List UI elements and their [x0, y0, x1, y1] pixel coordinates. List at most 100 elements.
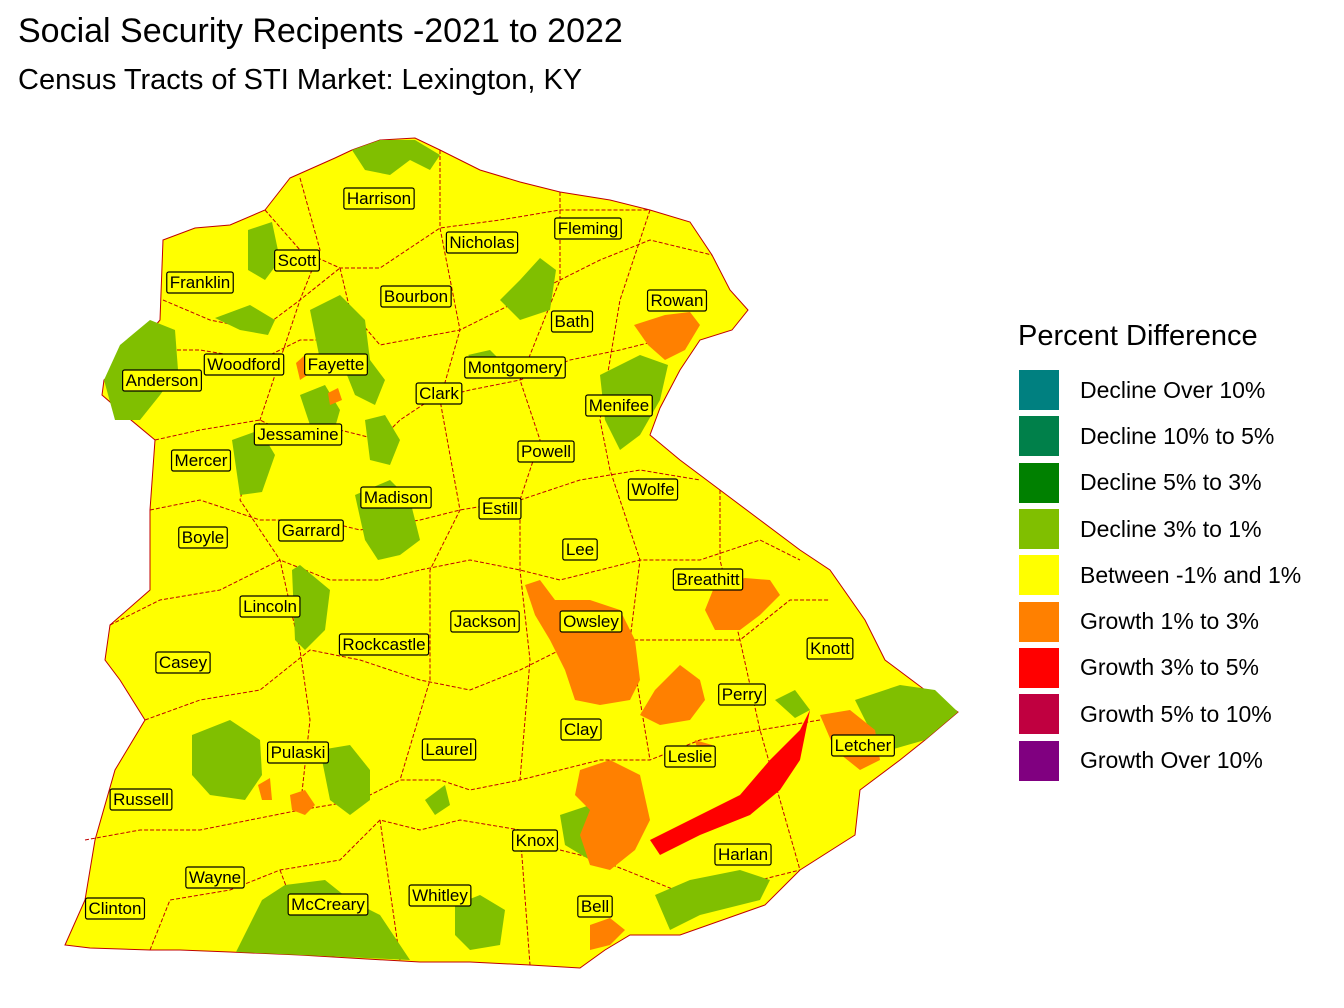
- county-label-box: [415, 382, 463, 405]
- county-label-powell: Powell: [517, 440, 575, 463]
- county-name: Montgomery: [468, 358, 563, 377]
- legend-label: Growth 5% to 10%: [1080, 700, 1272, 727]
- county-label-box: [239, 595, 301, 618]
- legend-item: Decline 10% to 5%: [1018, 413, 1301, 459]
- county-label-box: [585, 394, 653, 417]
- county-label-box: [84, 897, 146, 920]
- county-label-leslie: Leslie: [664, 745, 716, 768]
- county-label-box: [170, 449, 232, 472]
- county-label-rockcastle: Rockcastle: [338, 633, 430, 656]
- county-label-anderson: Anderson: [122, 369, 202, 392]
- county-label-woodford: Woodford: [203, 353, 285, 376]
- county-name: Clinton: [89, 899, 142, 918]
- county-label-letcher: Letcher: [831, 734, 895, 757]
- legend-item: Growth 1% to 3%: [1018, 598, 1301, 644]
- legend: Percent Difference Decline Over 10% Decl…: [1018, 320, 1301, 784]
- county-label-breathitt: Breathitt: [672, 568, 744, 591]
- legend-swatch: [1018, 554, 1060, 597]
- county-label-jessamine: Jessamine: [253, 423, 343, 446]
- county-label-pulaski: Pulaski: [266, 741, 330, 764]
- choropleth-map: Harrison Fleming Nicholas Scott Franklin Bour…: [64, 137, 959, 969]
- county-name: Scott: [278, 251, 317, 270]
- county-label-box: [450, 610, 520, 633]
- county-label-box: [185, 866, 245, 889]
- county-name: Estill: [482, 499, 518, 518]
- county-name: Madison: [364, 488, 428, 507]
- county-label-laurel: Laurel: [421, 738, 477, 761]
- legend-label: Decline 3% to 1%: [1080, 515, 1262, 542]
- county-name: Laurel: [425, 740, 472, 759]
- county-label-clay: Clay: [560, 718, 602, 741]
- county-name: Harrison: [347, 189, 411, 208]
- county-label-box: [627, 478, 679, 501]
- county-label-box: [122, 369, 202, 392]
- county-label-box: [178, 526, 228, 549]
- legend-item: Decline 5% to 3%: [1018, 460, 1301, 506]
- legend-swatch: [1018, 646, 1060, 689]
- legend-item: Growth Over 10%: [1018, 737, 1301, 783]
- legend-swatch: [1018, 461, 1060, 504]
- legend-label: Growth 3% to 5%: [1080, 654, 1259, 681]
- county-label-box: [408, 884, 472, 907]
- legend-item: Decline 3% to 1%: [1018, 506, 1301, 552]
- county-name: Jackson: [454, 612, 516, 631]
- county-name: Nicholas: [449, 233, 514, 252]
- county-label-box: [577, 895, 613, 918]
- legend-swatch: [1018, 508, 1060, 551]
- county-label-box: [831, 734, 895, 757]
- county-name: Casey: [159, 653, 208, 672]
- county-label-box: [203, 353, 285, 376]
- county-label-knox: Knox: [512, 829, 558, 852]
- county-name: Fleming: [558, 219, 618, 238]
- county-name: Pulaski: [271, 743, 326, 762]
- county-label-box: [512, 829, 558, 852]
- county-name: Wayne: [189, 868, 241, 887]
- growth-1-to-3-areas: [258, 312, 880, 950]
- county-label-box: [266, 741, 330, 764]
- county-label-box: [560, 718, 602, 741]
- county-name: Leslie: [668, 747, 712, 766]
- county-label-box: [253, 423, 343, 446]
- county-label-fleming: Fleming: [554, 217, 622, 240]
- county-name: Fayette: [308, 355, 365, 374]
- county-label-box: [718, 683, 766, 706]
- county-label-box: [155, 651, 211, 674]
- county-name: Knott: [810, 639, 850, 658]
- legend-item: Growth 5% to 10%: [1018, 691, 1301, 737]
- county-name: Bath: [555, 312, 590, 331]
- county-name: Wolfe: [631, 480, 674, 499]
- county-label-box: [554, 217, 622, 240]
- legend-label: Growth 1% to 3%: [1080, 608, 1259, 635]
- county-label-box: [338, 633, 430, 656]
- county-name: Jessamine: [257, 425, 338, 444]
- county-label-clinton: Clinton: [84, 897, 146, 920]
- county-name: Rowan: [651, 291, 704, 310]
- county-name: Owsley: [563, 612, 619, 631]
- county-label-owsley: Owsley: [559, 610, 623, 633]
- county-label-russell: Russell: [109, 788, 173, 811]
- county-label-bell: Bell: [577, 895, 613, 918]
- county-name: Mercer: [175, 451, 228, 470]
- county-name: Lincoln: [243, 597, 297, 616]
- legend-swatch: [1018, 693, 1060, 736]
- legend-label: Decline 10% to 5%: [1080, 422, 1275, 449]
- county-label-wayne: Wayne: [185, 866, 245, 889]
- legend-swatch: [1018, 739, 1060, 782]
- county-label-box: [664, 745, 716, 768]
- county-label-box: [421, 738, 477, 761]
- county-label-lee: Lee: [562, 538, 598, 561]
- county-label-whitley: Whitley: [408, 884, 472, 907]
- county-label-scott: Scott: [274, 249, 320, 272]
- county-label-bath: Bath: [550, 310, 594, 333]
- legend-item: Decline Over 10%: [1018, 367, 1301, 413]
- county-label-box: [445, 231, 519, 254]
- county-label-box: [714, 843, 772, 866]
- county-name: Franklin: [170, 273, 230, 292]
- county-label-montgomery: Montgomery: [464, 356, 566, 379]
- county-label-box: [562, 538, 598, 561]
- county-label-estill: Estill: [478, 497, 522, 520]
- county-label-box: [274, 249, 320, 272]
- county-label-box: [550, 310, 594, 333]
- legend-item: Between -1% and 1%: [1018, 552, 1301, 598]
- county-label-menifee: Menifee: [585, 394, 653, 417]
